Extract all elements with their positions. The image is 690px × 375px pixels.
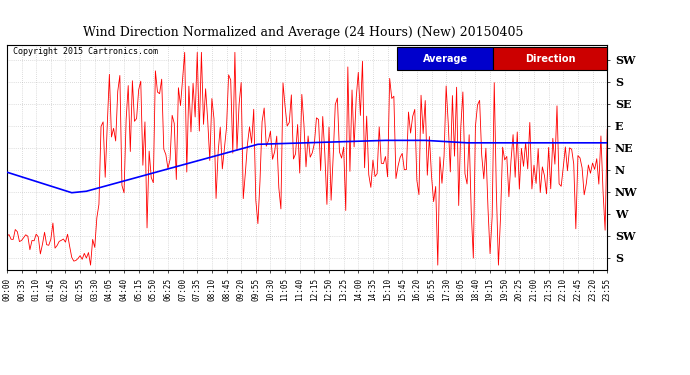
Text: Direction: Direction [525,54,575,63]
Text: Copyright 2015 Cartronics.com: Copyright 2015 Cartronics.com [13,47,158,56]
Text: Wind Direction Normalized and Average (24 Hours) (New) 20150405: Wind Direction Normalized and Average (2… [83,26,524,39]
FancyBboxPatch shape [493,47,607,70]
Text: Average: Average [422,54,468,63]
FancyBboxPatch shape [397,47,493,70]
